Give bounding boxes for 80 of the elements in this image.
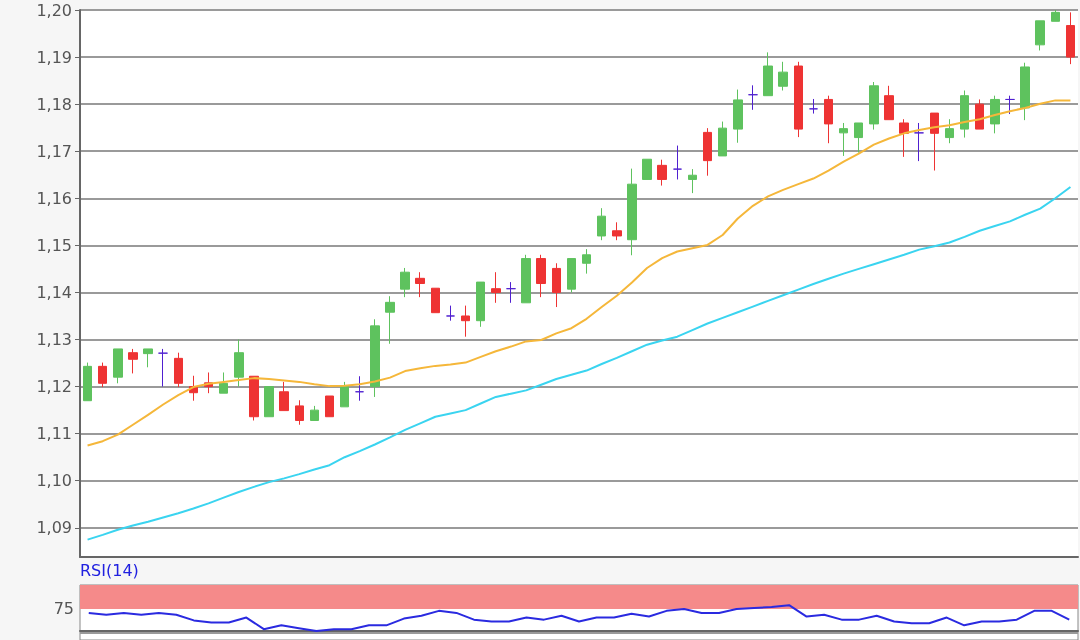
- candlestick: [174, 352, 183, 388]
- candlestick: [446, 305, 455, 322]
- candlestick: [385, 295, 395, 345]
- candlestick: [264, 386, 274, 418]
- candlestick: [733, 89, 743, 144]
- candlestick: [703, 127, 712, 177]
- candlestick: [143, 348, 153, 368]
- candlestick: [415, 271, 425, 298]
- candlestick: [718, 121, 727, 157]
- candlestick: [431, 287, 440, 314]
- candlestick: [98, 362, 107, 388]
- candlestick: [778, 61, 788, 91]
- candlestick: [1066, 11, 1075, 65]
- candlestick: [990, 95, 1000, 134]
- y-tick-label: 1,10: [36, 471, 72, 491]
- candlestick: [128, 348, 138, 374]
- y-tick-label: 1,11: [36, 424, 72, 444]
- chart-title: RSI(14): [80, 560, 139, 580]
- candlestick: [219, 371, 228, 394]
- y-tick-label: 1,19: [36, 47, 72, 67]
- candlestick: [960, 90, 969, 139]
- candlestick: [884, 85, 894, 121]
- candlestick: [536, 254, 546, 298]
- y-tick-label: 1,16: [36, 188, 72, 208]
- candlestick: [854, 122, 863, 154]
- candlestick: [612, 221, 622, 241]
- candlestick: [914, 122, 924, 162]
- candlestick: [355, 375, 364, 402]
- text: 75: [53, 598, 74, 618]
- candlestick: [794, 61, 803, 138]
- y-tick-label: 1,09: [36, 518, 72, 538]
- candlestick: [234, 339, 244, 388]
- y-tick-label: 1,15: [36, 235, 72, 255]
- candlestick: [83, 362, 92, 402]
- candlestick: [673, 145, 682, 180]
- candlestick: [642, 158, 652, 180]
- line-series: [86, 99, 1072, 447]
- candlestick: [1020, 62, 1030, 121]
- y-tick-label: 1,13: [36, 330, 72, 350]
- candlestick: [279, 381, 289, 412]
- candlestick: [945, 118, 954, 144]
- candlestick: [930, 112, 939, 172]
- candlestick: [400, 267, 410, 298]
- y-tick-label: 1,18: [36, 94, 72, 114]
- candlestick: [552, 262, 561, 308]
- candlestick: [582, 248, 591, 275]
- candlestick: [476, 281, 485, 328]
- candlestick: [340, 381, 349, 408]
- candlestick: [295, 399, 304, 426]
- candlestick: [158, 348, 168, 388]
- candlestick: [657, 159, 667, 187]
- candlestick: [1051, 9, 1060, 22]
- candlestick: [627, 168, 637, 256]
- candlestick: [869, 81, 879, 131]
- line-series: [86, 186, 1072, 541]
- candlestick: [688, 168, 697, 194]
- candlestick: [1005, 95, 1015, 115]
- candlestick: [899, 118, 909, 158]
- y-tick-label: 1,14: [36, 282, 72, 302]
- candlestick: [748, 84, 758, 111]
- candlestick: [461, 305, 470, 338]
- candlestick: [809, 98, 818, 115]
- candlestick: [1035, 20, 1045, 51]
- candlestick: [824, 95, 833, 144]
- candlestick: [521, 254, 531, 304]
- candlestick: [839, 122, 848, 157]
- candlestick: [491, 271, 501, 304]
- candlestick: [325, 395, 334, 418]
- candlestick: [975, 98, 984, 130]
- y-tick-label: 1,17: [36, 141, 72, 161]
- candlestick: [597, 207, 606, 241]
- candlestick: [310, 405, 319, 421]
- candlestick: [370, 318, 380, 398]
- candlestick: [506, 281, 516, 304]
- candlestick: [763, 51, 773, 97]
- y-tick-label: 1,20: [36, 0, 72, 20]
- y-tick-label: 1,12: [36, 377, 72, 397]
- candlestick: [113, 348, 123, 384]
- candlestick: [249, 375, 259, 421]
- candlestick: [567, 258, 576, 293]
